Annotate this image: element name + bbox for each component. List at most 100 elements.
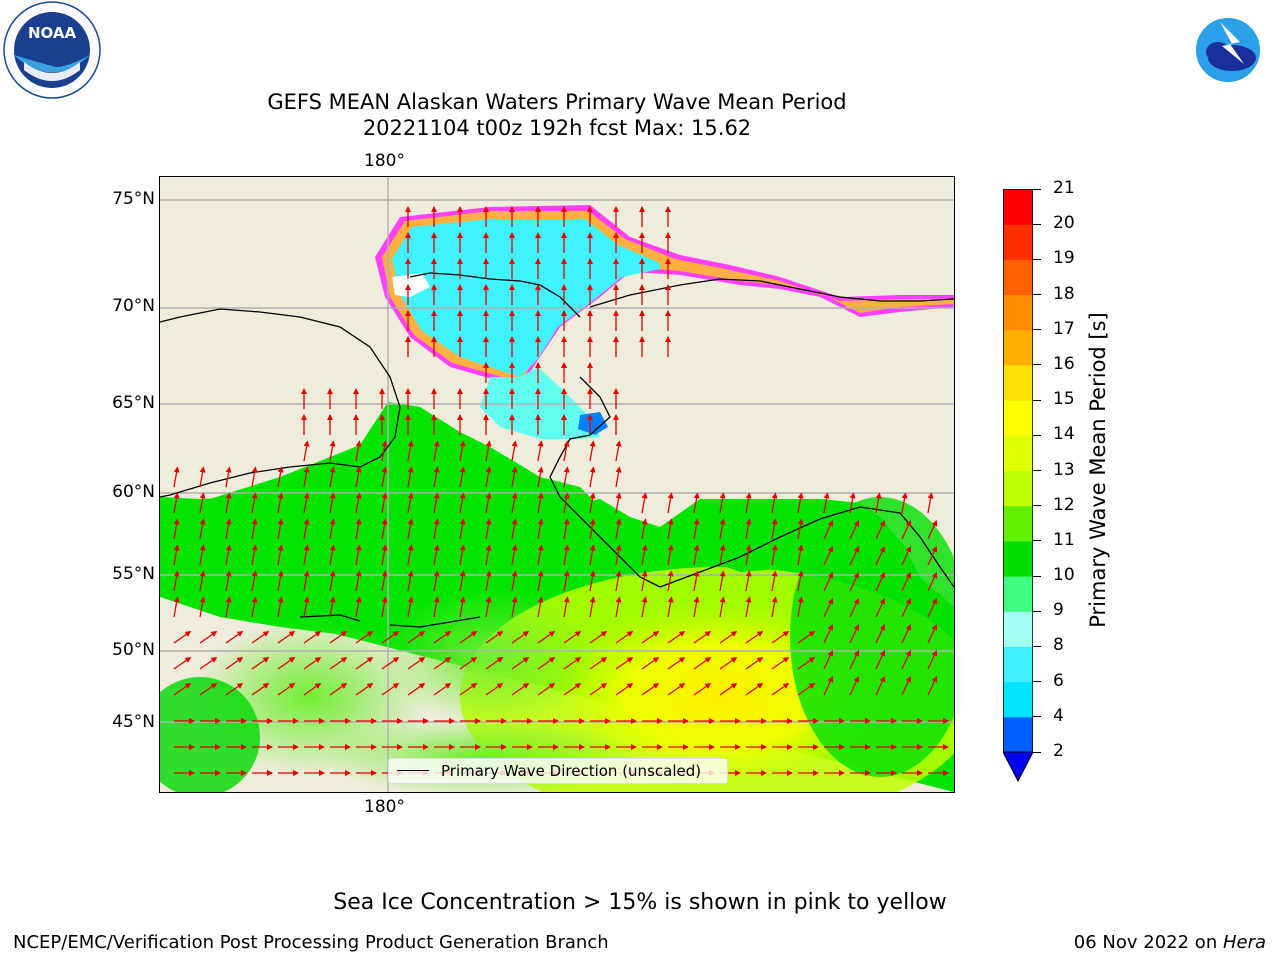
wave-arrow xyxy=(303,518,310,540)
wave-arrow xyxy=(745,656,764,670)
colorbar-segment xyxy=(1003,224,1033,260)
wave-arrow xyxy=(797,544,804,566)
wave-arrow xyxy=(563,630,582,644)
wave-arrow xyxy=(719,518,726,540)
wave-arrow xyxy=(719,630,738,644)
wave-arrow xyxy=(875,571,886,592)
map-legend: Primary Wave Direction (unscaled) xyxy=(388,758,728,784)
wave-arrow xyxy=(303,492,310,514)
wave-arrow xyxy=(173,544,180,566)
wave-arrow xyxy=(719,656,738,670)
wave-arrow xyxy=(537,682,556,696)
wave-arrow xyxy=(693,570,700,592)
wave-arrow xyxy=(589,596,596,618)
wave-arrow xyxy=(407,682,426,696)
colorbar-tick-label: 10 xyxy=(1053,565,1075,586)
wave-arrow xyxy=(875,492,882,514)
wave-arrow xyxy=(485,630,504,644)
noaa-logo: NOAA xyxy=(2,0,102,100)
wave-arrow xyxy=(303,440,310,462)
wave-arrow xyxy=(225,570,232,592)
wave-arrow xyxy=(459,596,466,618)
colorbar-tick-mark xyxy=(1033,223,1041,225)
wave-arrow xyxy=(563,656,582,670)
wave-arrow xyxy=(615,440,622,462)
colorbar-segment xyxy=(1003,716,1033,753)
wave-arrow xyxy=(849,649,860,670)
wave-arrow xyxy=(875,675,886,696)
colorbar-tick-mark xyxy=(1033,364,1041,366)
wave-arrow xyxy=(537,440,544,462)
wave-arrow xyxy=(641,656,660,670)
wave-arrow xyxy=(927,571,938,592)
wave-arrow xyxy=(199,492,206,514)
wave-arrow xyxy=(173,570,180,592)
wave-arrow xyxy=(225,518,232,540)
wave-arrow xyxy=(199,544,206,566)
wave-arrow xyxy=(225,596,232,618)
wave-arrow xyxy=(563,492,570,514)
colorbar-segment xyxy=(1003,681,1033,718)
wave-arrow xyxy=(667,518,674,540)
wave-arrow xyxy=(693,630,712,644)
wave-arrow xyxy=(771,492,778,514)
wave-arrow xyxy=(277,596,284,618)
wave-arrow xyxy=(485,544,492,566)
wave-arrow xyxy=(381,596,388,618)
wave-arrow xyxy=(251,492,258,514)
wave-arrow xyxy=(251,544,258,566)
wave-arrow xyxy=(901,571,912,592)
wave-arrow xyxy=(875,597,886,618)
wave-arrow xyxy=(667,570,674,592)
wave-arrow xyxy=(797,570,804,592)
wave-arrow xyxy=(901,623,912,644)
wave-arrow xyxy=(303,682,322,696)
colorbar-segment xyxy=(1003,646,1033,683)
wave-arrow xyxy=(927,649,938,670)
wave-arrow xyxy=(199,596,206,618)
wave-arrow xyxy=(251,596,258,618)
wave-arrow xyxy=(381,570,388,592)
wave-arrow xyxy=(745,544,752,566)
wave-arrow xyxy=(199,570,206,592)
bering-strait-cyan xyxy=(480,367,600,439)
map-svg xyxy=(140,177,980,827)
wave-arrow xyxy=(173,682,192,696)
footer-host: Hera xyxy=(1222,932,1266,953)
colorbar-segment xyxy=(1003,540,1033,577)
wave-arrow xyxy=(901,597,912,618)
colorbar-tick-mark xyxy=(1033,540,1041,542)
wave-arrow xyxy=(485,466,492,488)
wave-arrow xyxy=(771,682,790,696)
lat-label-50: 50°N xyxy=(112,640,155,660)
wave-arrow xyxy=(667,656,686,670)
wave-arrow xyxy=(459,518,466,540)
wave-arrow xyxy=(589,466,596,488)
wave-arrow xyxy=(537,466,544,488)
colorbar-tick-label: 6 xyxy=(1053,670,1064,691)
wave-arrow xyxy=(745,596,752,618)
wave-arrow xyxy=(251,518,258,540)
wave-arrow xyxy=(277,492,284,514)
wave-direction-arrows xyxy=(173,206,949,776)
wave-arrow xyxy=(823,649,834,670)
wave-arrow xyxy=(537,492,544,514)
wave-arrow xyxy=(459,492,466,514)
colorbar-segment xyxy=(1003,329,1033,366)
wave-arrow xyxy=(901,545,912,566)
wave-arrow xyxy=(719,596,726,618)
wave-arrow xyxy=(563,596,570,618)
wave-arrow xyxy=(589,440,596,462)
wave-arrow xyxy=(667,682,686,696)
footer-date-text: 06 Nov 2022 on xyxy=(1073,932,1223,953)
wave-arrow xyxy=(927,545,938,566)
wave-arrow xyxy=(771,656,790,670)
wave-arrow xyxy=(693,492,700,514)
map-frame xyxy=(159,176,955,793)
wave-arrow xyxy=(381,544,388,566)
wave-arrow xyxy=(875,545,886,566)
lon-label-bottom: 180° xyxy=(364,797,405,817)
wave-arrow xyxy=(329,492,336,514)
wave-arrow xyxy=(927,519,938,540)
wave-arrow xyxy=(615,656,634,670)
